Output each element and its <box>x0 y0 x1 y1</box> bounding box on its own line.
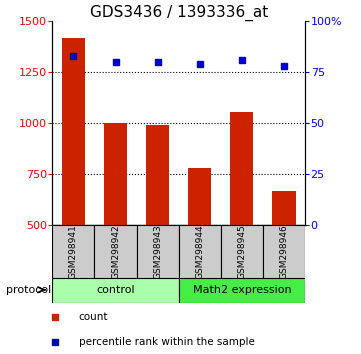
Text: GSM298941: GSM298941 <box>69 224 78 279</box>
Bar <box>179 278 305 303</box>
Text: control: control <box>96 285 135 295</box>
Text: GSM298945: GSM298945 <box>238 224 246 279</box>
Text: GSM298942: GSM298942 <box>111 224 120 279</box>
Text: GSM298944: GSM298944 <box>195 224 204 279</box>
Bar <box>263 225 305 278</box>
Bar <box>188 168 211 225</box>
Bar <box>95 225 136 278</box>
Text: percentile rank within the sample: percentile rank within the sample <box>79 337 255 347</box>
Bar <box>230 112 253 225</box>
Title: GDS3436 / 1393336_at: GDS3436 / 1393336_at <box>90 5 268 21</box>
Bar <box>62 38 85 225</box>
Bar <box>52 225 95 278</box>
Text: GSM298946: GSM298946 <box>279 224 288 279</box>
Bar <box>179 225 221 278</box>
Text: protocol: protocol <box>6 285 51 295</box>
Text: count: count <box>79 312 108 322</box>
Bar <box>146 125 169 225</box>
Bar <box>273 191 296 225</box>
Text: Math2 expression: Math2 expression <box>192 285 291 295</box>
Text: GSM298943: GSM298943 <box>153 224 162 279</box>
Bar <box>221 225 263 278</box>
Bar <box>52 278 179 303</box>
Bar <box>136 225 179 278</box>
Bar <box>104 123 127 225</box>
